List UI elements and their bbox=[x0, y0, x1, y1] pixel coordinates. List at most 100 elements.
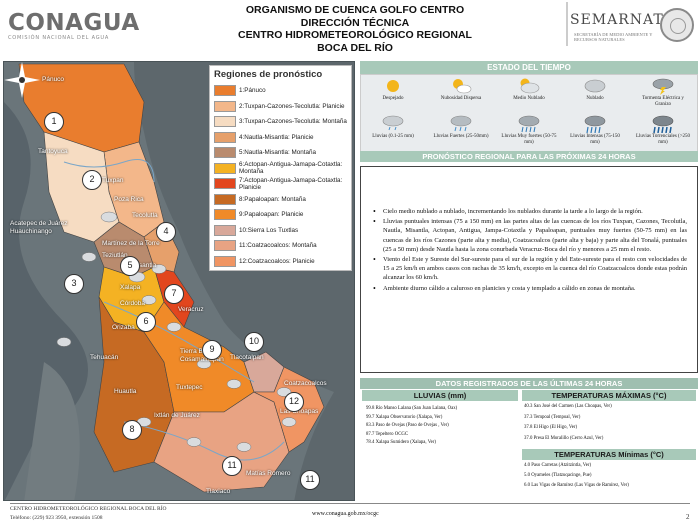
place-label: Las Choapas bbox=[280, 408, 319, 415]
cloud-icon bbox=[151, 264, 167, 274]
rain-torrential-icon bbox=[652, 115, 674, 134]
tmin-record: 5.0 Oyameles (Tlatzuqacinge, Pue) bbox=[524, 473, 592, 478]
legend-item: 1:Pánuco bbox=[214, 83, 347, 99]
place-label: Huautla bbox=[114, 388, 137, 395]
cloud-icon bbox=[56, 337, 72, 347]
tmax-record: 37.3 Tempoal (Tempoal, Ver) bbox=[524, 414, 581, 420]
place-label: Tlacotalpan bbox=[230, 354, 264, 361]
place-label: Poza Rica bbox=[114, 196, 144, 203]
weather-key-item: Lluvias Fuertes (25-50mm) bbox=[433, 115, 489, 140]
footer-contact: CENTRO HIDROMETEOROLÓGICO REGIONAL BOCA … bbox=[10, 505, 167, 523]
forecast-item: Cielo medio nublado a nublado, increment… bbox=[373, 207, 687, 216]
region-marker: 8 bbox=[122, 420, 142, 440]
legend-label: 1:Pánuco bbox=[239, 87, 266, 95]
cloud-icon bbox=[584, 77, 606, 95]
map-legend: Regiones de pronóstico 1:Pánuco 2:Tuxpan-… bbox=[209, 65, 352, 271]
place-label: Tecolutla bbox=[132, 212, 158, 219]
rain-list: 99.8 Río Manso Lalana (San Juan Lalana, … bbox=[366, 405, 522, 448]
region-marker: 2 bbox=[82, 170, 102, 190]
weather-key-header: ESTADO DEL TIEMPO bbox=[360, 61, 698, 74]
place-label: Ixtlán de Juárez bbox=[154, 412, 200, 419]
legend-label: 6:Actopan-Antigua-Jamapa-Cotaxtla: Monta… bbox=[239, 161, 343, 176]
weather-key-item: Nublado bbox=[567, 77, 623, 102]
weather-key-item: Tormenta Eléctrica y Granizo bbox=[635, 77, 691, 108]
weather-key-label: Medio Nublado bbox=[513, 96, 545, 101]
legend-swatch bbox=[214, 100, 236, 112]
rain-record: 99.7 Xalapa Observatorio (Xalapa, Ver) bbox=[366, 414, 443, 420]
weather-key-label: Nubosidad Dispersa bbox=[440, 96, 482, 101]
region-marker: 3 bbox=[64, 274, 84, 294]
weather-key-label: Lluvias Fuertes (25-50mm) bbox=[433, 134, 489, 139]
legend-label: 3:Tuxpan-Cazones-Tecolutla: Montaña bbox=[239, 118, 347, 126]
place-label: Tierra Blanca bbox=[180, 348, 219, 355]
cloud-icon bbox=[226, 379, 242, 389]
forecast-list: Cielo medio nublado a nublado, increment… bbox=[373, 207, 687, 293]
weather-key-label: Lluvias Muy fuertes (50-75 mm) bbox=[501, 134, 557, 145]
rain-intense-icon bbox=[584, 115, 606, 134]
place-label: Xalapa bbox=[120, 284, 141, 291]
legend-label: 10:Sierra Los Tuxtlas bbox=[239, 226, 299, 234]
legend-swatch bbox=[214, 255, 236, 267]
tmin-record: 6.0 Las Vigas de Ramírez (Las Vigas de R… bbox=[524, 483, 629, 488]
title-line: DIRECCIÓN TÉCNICA bbox=[300, 16, 410, 29]
page-header: CONAGUA COMISIÓN NACIONAL DEL AGUA ORGAN… bbox=[0, 0, 700, 60]
forecast-title: PRONÓSTICO REGIONAL PARA LAS PRÓXIMAS 24… bbox=[360, 151, 698, 162]
cloud-icon bbox=[166, 322, 182, 332]
legend-swatch bbox=[214, 147, 236, 159]
region-marker: 7 bbox=[164, 284, 184, 304]
rain-header: LLUVIAS (mm) bbox=[362, 390, 518, 401]
tmax-record: 37.8 El Higo (El Higo, Ver) bbox=[524, 425, 578, 430]
legend-item: 11:Coatzacoalcos: Montaña bbox=[214, 238, 347, 254]
legend-label: 7:Actopan-Antigua-Jamapa-Cotaxtla: Plani… bbox=[239, 176, 343, 191]
place-label: Veracruz bbox=[178, 306, 204, 313]
legend-item: 2:Tuxpan-Cazones-Tecolutla: Planicie bbox=[214, 99, 347, 115]
cloud-icon bbox=[81, 252, 97, 262]
place-label: Tehuacán bbox=[90, 354, 119, 361]
region-marker: 5 bbox=[120, 256, 140, 276]
region-marker: 4 bbox=[156, 222, 176, 242]
legend-swatch bbox=[214, 193, 236, 205]
legend-swatch bbox=[214, 85, 236, 97]
legend-item: 4:Nautla-Misantla: Planicie bbox=[214, 130, 347, 146]
title-line: ORGANISMO DE CUENCA GOLFO CENTRO bbox=[245, 4, 465, 16]
forecast-region-map: Pánuco Tantoyuca Tuxpan Poza Rica Tecolu… bbox=[3, 61, 355, 501]
sun-cloud-icon bbox=[450, 77, 472, 95]
legend-item: 6:Actopan-Antigua-Jamapa-Cotaxtla: Monta… bbox=[214, 161, 347, 177]
legend-item: 10:Sierra Los Tuxtlas bbox=[214, 223, 347, 239]
weather-key-label: Lluvias (0.1-25 mm) bbox=[372, 134, 414, 139]
rain-record: 99.8 Río Manso Lalana (San Juan Lalana, … bbox=[366, 406, 458, 411]
region-marker: 10 bbox=[244, 332, 264, 352]
header-divider bbox=[566, 2, 568, 46]
place-label: Tuxtepec bbox=[176, 384, 203, 391]
weather-key-label: Lluvias Torrenciales (>250 mm) bbox=[635, 134, 691, 145]
legend-swatch bbox=[214, 178, 236, 190]
weather-key-label: Tormenta Eléctrica y Granizo bbox=[642, 96, 684, 107]
records-title: DATOS REGISTRADOS DE LAS ÚLTIMAS 24 HORA… bbox=[360, 378, 698, 389]
weather-key-grid: Despejado Nubosidad Dispersa Medio Nublado… bbox=[360, 74, 698, 156]
cloud-icon bbox=[141, 295, 157, 305]
region-marker: 6 bbox=[136, 312, 156, 332]
footer-divider bbox=[10, 503, 690, 504]
partly-cloudy-icon bbox=[518, 77, 540, 95]
org-name: CONAGUA bbox=[8, 10, 140, 36]
legend-swatch bbox=[214, 224, 236, 236]
legend-item: 5:Nautla-Misantla: Montaña bbox=[214, 145, 347, 161]
place-label: Misantla bbox=[132, 262, 157, 269]
place-label: Huauchinango bbox=[10, 228, 52, 235]
cloud-icon bbox=[236, 442, 252, 452]
legend-item: 12:Coatzacoalcos: Planicie bbox=[214, 254, 347, 270]
legend-label: 12:Coatzacoalcos: Planicie bbox=[239, 257, 315, 265]
weather-key-label: Lluvias Intensas (75-150 mm) bbox=[570, 134, 620, 145]
rain-very-strong-icon bbox=[518, 115, 540, 133]
tmin-record: 4.0 Paso Carretas (Atzitzintla, Ver) bbox=[524, 463, 592, 468]
weather-key-item: Lluvias Muy fuertes (50-75 mm) bbox=[501, 115, 557, 146]
footer-phone: Teléfono: (229) 923 3950, extensión 1508 bbox=[10, 515, 103, 521]
place-label: Tuxpan bbox=[102, 177, 124, 184]
rain-record: 83.3 Paso de Ovejas (Paso de Ovejas , Ve… bbox=[366, 423, 449, 429]
forecast-item: Viento del Este y Sureste del Sur-surest… bbox=[373, 255, 687, 283]
cloud-icon bbox=[281, 417, 297, 427]
legend-swatch bbox=[214, 131, 236, 143]
footer-url[interactable]: www.conagua.gob.mx/ocgc bbox=[312, 511, 379, 517]
region-marker: 11 bbox=[300, 470, 320, 490]
region-marker: 11 bbox=[222, 456, 242, 476]
